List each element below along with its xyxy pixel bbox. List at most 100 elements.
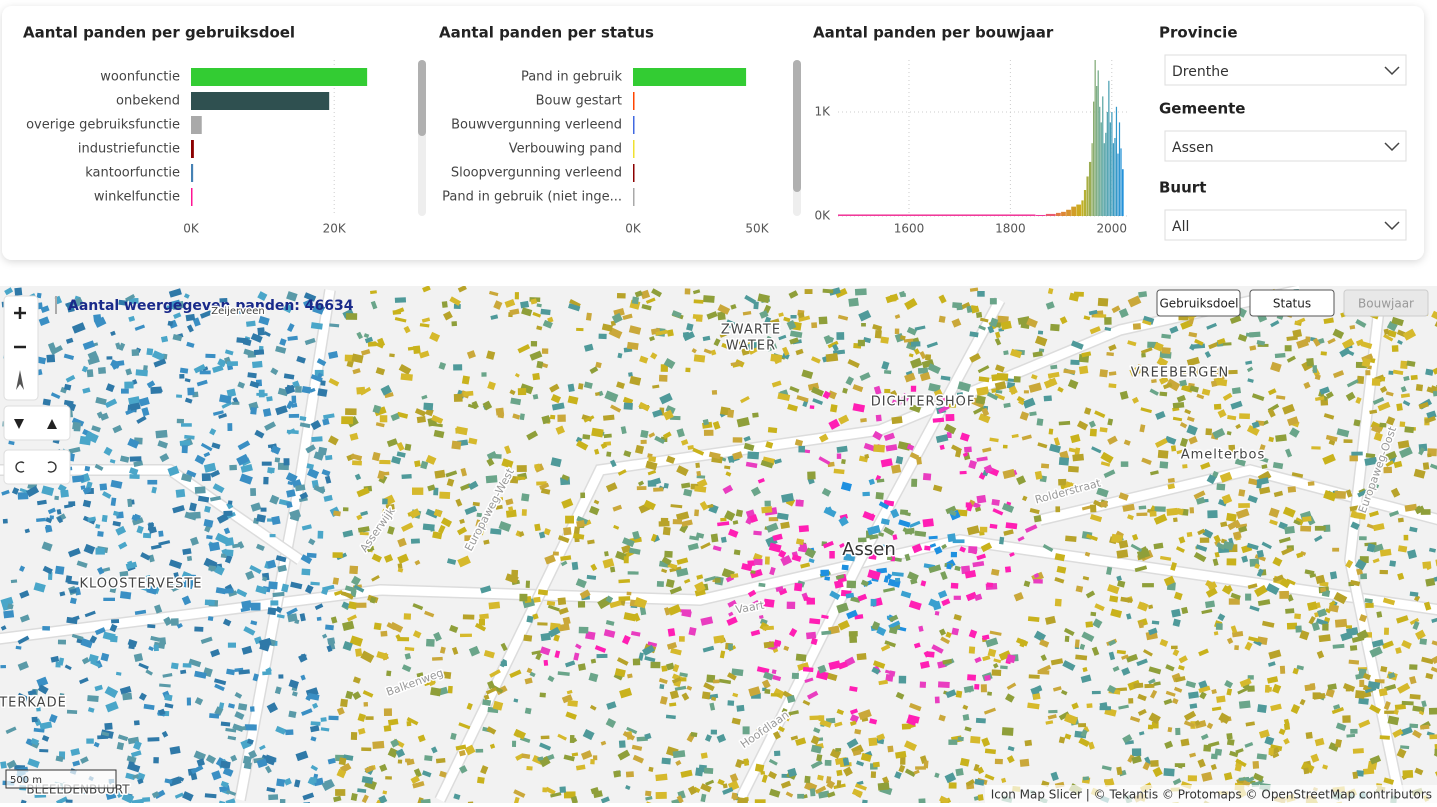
building: [829, 551, 835, 559]
building: [270, 534, 276, 537]
building: [579, 627, 589, 634]
building: [534, 524, 541, 532]
building: [627, 592, 632, 596]
building: [673, 519, 682, 524]
building: [878, 782, 890, 790]
building: [873, 444, 885, 452]
building: [978, 794, 984, 801]
building: [1284, 723, 1290, 730]
dropdown[interactable]: [1165, 210, 1406, 240]
building: [1239, 413, 1250, 419]
building: [404, 613, 411, 619]
building: [1319, 634, 1331, 642]
building: [382, 499, 388, 505]
building: [723, 783, 728, 788]
building: [97, 531, 104, 537]
building: [183, 663, 192, 668]
building: [159, 637, 166, 645]
building: [11, 579, 17, 583]
x-tick-label: 1800: [995, 222, 1026, 236]
building: [755, 799, 766, 803]
building: [807, 471, 815, 479]
building: [1085, 621, 1093, 627]
building: [0, 761, 7, 768]
building: [319, 486, 325, 492]
building: [517, 465, 527, 472]
building: [385, 776, 392, 780]
building: [695, 463, 700, 468]
building: [1003, 350, 1008, 355]
building: [241, 726, 246, 730]
histogram-bar: [1110, 122, 1111, 216]
building: [102, 515, 108, 522]
building: [819, 715, 825, 721]
building: [1059, 457, 1069, 465]
scrollbar-thumb[interactable]: [418, 60, 426, 136]
building: [250, 407, 257, 414]
building: [423, 523, 435, 530]
building: [760, 771, 765, 775]
building: [1429, 708, 1437, 715]
building: [325, 624, 334, 630]
building: [448, 686, 453, 694]
building: [617, 293, 626, 298]
building: [1038, 331, 1043, 335]
building: [884, 370, 891, 374]
building: [454, 394, 463, 402]
building: [333, 577, 339, 584]
building: [541, 735, 550, 739]
building: [1161, 347, 1170, 354]
building: [1353, 419, 1360, 426]
building: [147, 480, 157, 485]
building: [1392, 345, 1399, 352]
building: [580, 493, 585, 499]
x-tick-label: 20K: [323, 222, 347, 236]
building: [110, 636, 118, 643]
building: [924, 760, 929, 768]
bar: [191, 92, 329, 110]
building: [1090, 429, 1097, 437]
building: [695, 768, 703, 777]
building: [753, 531, 762, 536]
building: [1300, 526, 1311, 532]
building: [3, 519, 8, 524]
building: [1029, 674, 1040, 678]
building: [884, 389, 890, 393]
building: [855, 288, 867, 295]
scale-label: 500 m: [10, 775, 42, 786]
building: [130, 456, 142, 461]
building: [262, 462, 272, 466]
building: [911, 341, 921, 346]
building: [153, 757, 159, 763]
scrollbar-thumb[interactable]: [793, 60, 801, 192]
building: [1402, 770, 1413, 778]
histogram-bar: [1089, 162, 1091, 216]
building: [1205, 428, 1212, 435]
building: [976, 312, 982, 318]
building: [202, 473, 211, 481]
building: [1121, 461, 1129, 467]
building: [325, 455, 332, 460]
building: [733, 437, 743, 442]
building: [1226, 513, 1237, 522]
building: [640, 430, 648, 438]
building: [55, 566, 65, 575]
building: [1380, 735, 1390, 739]
building: [1139, 622, 1144, 629]
building: [728, 644, 733, 650]
building: [542, 348, 548, 354]
building: [328, 716, 338, 721]
category-label: industriefunctie: [78, 142, 180, 157]
building: [1249, 332, 1260, 338]
building: [848, 298, 859, 307]
building: [1116, 549, 1128, 558]
building: [969, 646, 975, 653]
x-tick-label: 2000: [1097, 222, 1128, 236]
building: [664, 483, 669, 489]
building: [871, 771, 876, 778]
building: [1055, 599, 1062, 607]
building: [1159, 461, 1168, 468]
building: [1216, 695, 1226, 702]
building: [954, 596, 961, 600]
building: [795, 499, 803, 506]
